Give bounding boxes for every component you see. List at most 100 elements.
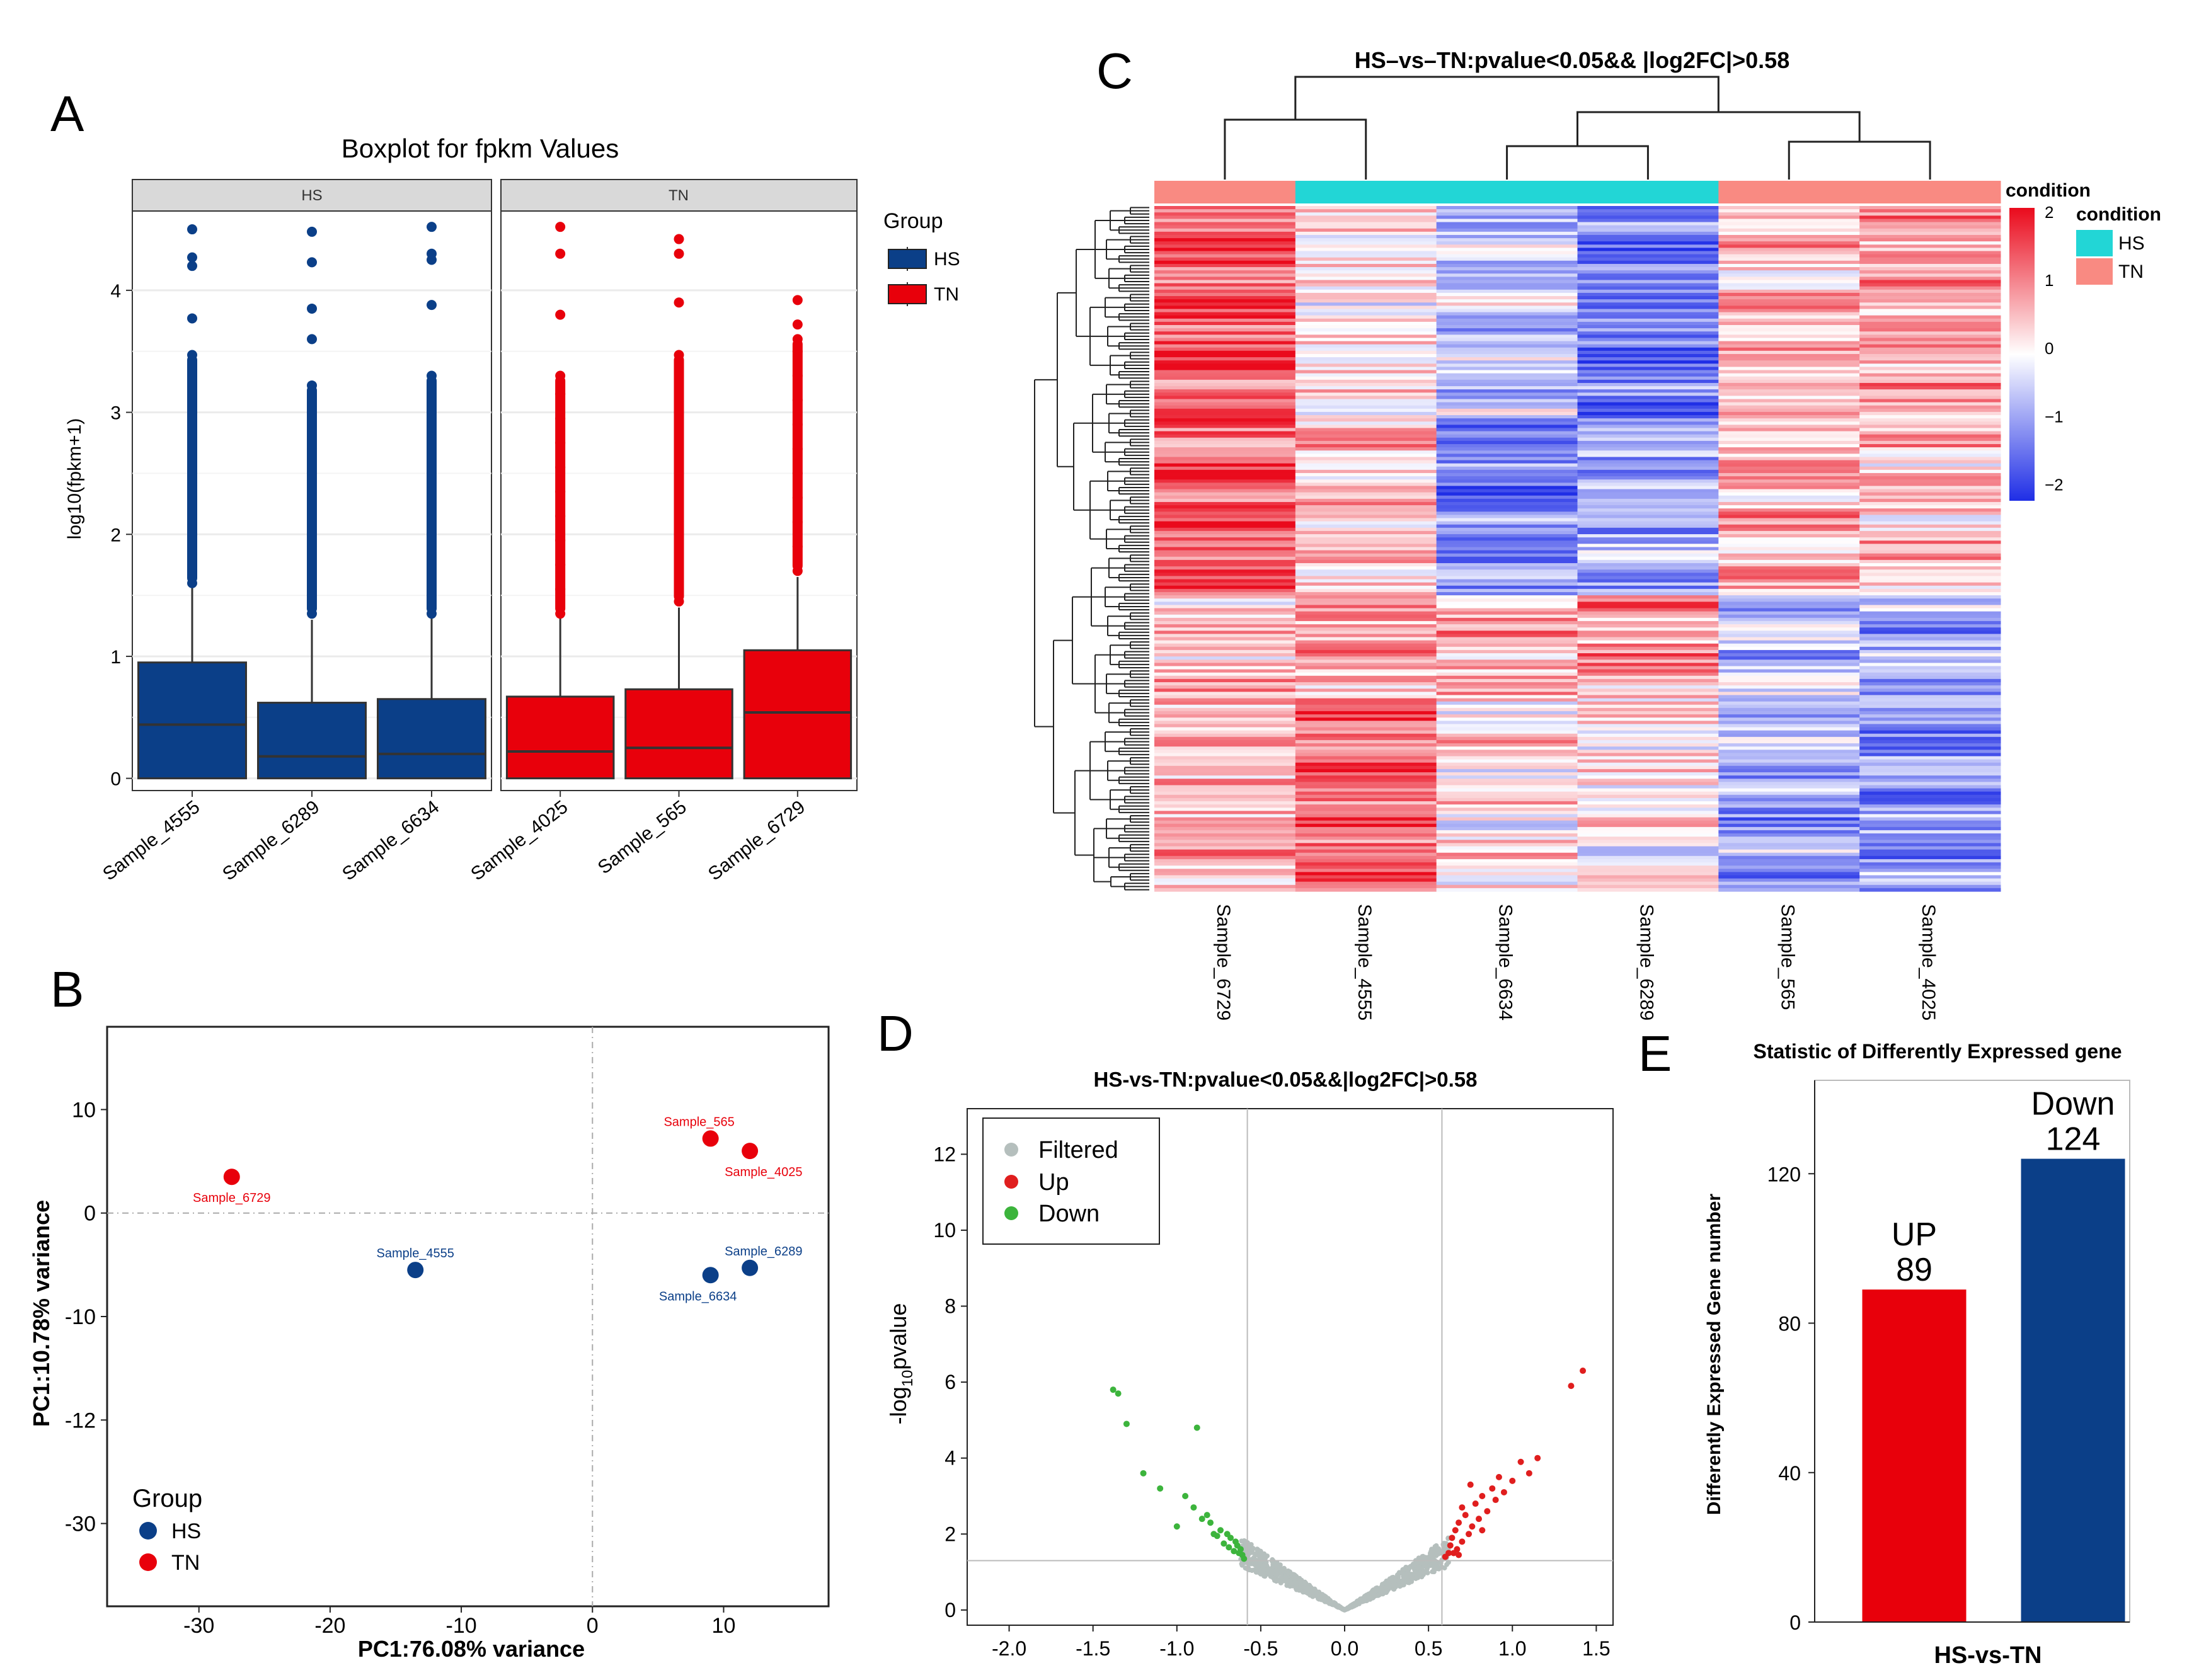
heatmap-cell — [1718, 826, 1860, 831]
heatmap-cell — [1154, 379, 1296, 384]
volcano-down-point — [1224, 1531, 1231, 1538]
heatmap-cell — [1718, 643, 1860, 648]
heatmap-cell — [1295, 309, 1437, 313]
heatmap-cell — [1577, 373, 1719, 377]
heatmap-cell — [1577, 608, 1719, 612]
heatmap-cell — [1436, 808, 1578, 811]
heatmap-cell — [1718, 595, 1860, 599]
heatmap-cell — [1859, 306, 2001, 310]
heatmap-cell — [1295, 344, 1437, 348]
heatmap-cell — [1577, 801, 1719, 805]
heatmap-cell — [1859, 756, 2001, 760]
heatmap-cell — [1154, 675, 1296, 680]
heatmap-cell — [1859, 508, 2001, 512]
heatmap-cell — [1295, 678, 1437, 683]
heatmap-cell — [1718, 530, 1860, 535]
heatmap-cell — [1859, 443, 2001, 448]
box-outlier — [674, 248, 684, 259]
heatmap-cell — [1295, 588, 1437, 593]
heatmap-cell — [1436, 248, 1578, 252]
heatmap-cell — [1154, 408, 1296, 413]
heatmap-cell — [1436, 338, 1578, 342]
heatmap-cell — [1577, 888, 1719, 892]
volcano-filtered-point — [1305, 1585, 1311, 1591]
heatmap-cell — [1295, 376, 1437, 380]
heatmap-cell — [1718, 495, 1860, 500]
heatmap-cell — [1154, 302, 1296, 306]
heatmap-cell — [1295, 508, 1437, 512]
box-outlier — [307, 226, 317, 237]
color-scale-tick-label: −1 — [2045, 407, 2064, 426]
pca-legend-title: Group — [132, 1485, 202, 1512]
heatmap-cell — [1154, 602, 1296, 605]
heatmap-cell — [1436, 215, 1578, 220]
heatmap-cell — [1859, 553, 2001, 557]
heatmap-cell — [1154, 598, 1296, 602]
heatmap-cell — [1718, 631, 1860, 634]
volcano-down-point — [1190, 1504, 1197, 1511]
heatmap-cell — [1577, 318, 1719, 323]
volcano-filtered-point — [1277, 1562, 1283, 1568]
heatmap-cell — [1859, 244, 2001, 249]
heatmap-cell — [1436, 373, 1578, 377]
heatmap-cell — [1577, 260, 1719, 265]
volcano-up-point — [1459, 1538, 1466, 1545]
heatmap-cell — [1154, 869, 1296, 872]
heatmap-cell — [1718, 405, 1860, 409]
heatmap-cell — [1436, 660, 1578, 663]
y-tick-label: 0 — [84, 1202, 96, 1226]
pca-point — [702, 1130, 719, 1147]
heatmap-cell — [1718, 811, 1860, 815]
heatmap-cell — [1436, 292, 1578, 297]
heatmap-cell — [1859, 450, 2001, 454]
heatmap-cell — [1154, 804, 1296, 808]
heatmap-cell — [1295, 759, 1437, 763]
heatmap-cell — [1436, 559, 1578, 564]
heatmap-cell — [1436, 360, 1578, 364]
heatmap-cell — [1436, 286, 1578, 290]
heatmap-cell — [1577, 814, 1719, 818]
heatmap-cell — [1577, 563, 1719, 567]
heatmap-cell — [1718, 363, 1860, 367]
heatmap-cell — [1577, 302, 1719, 306]
heatmap-cell — [1436, 331, 1578, 335]
heatmap-cell — [1718, 254, 1860, 258]
heatmap-cell — [1577, 469, 1719, 474]
y-tick-label: -12 — [65, 1409, 96, 1432]
heatmap-cell — [1154, 653, 1296, 657]
heatmap-cell — [1859, 472, 2001, 477]
heatmap-cell — [1154, 350, 1296, 355]
volcano-up-point — [1509, 1477, 1516, 1484]
heatmap-cell — [1154, 440, 1296, 445]
heatmap-cell — [1718, 283, 1860, 287]
heatmap-cell — [1295, 685, 1437, 689]
heatmap-cell — [1859, 660, 2001, 663]
y-tick-label: 3 — [110, 403, 121, 424]
heatmap-cell — [1718, 296, 1860, 300]
heatmap-cell — [1577, 524, 1719, 529]
volcano-up-point — [1568, 1383, 1575, 1390]
heatmap-cell — [1295, 212, 1437, 216]
heatmap-cell — [1577, 421, 1719, 425]
heatmap-cell — [1718, 206, 1860, 210]
pca-point — [407, 1262, 424, 1279]
heatmap-cell — [1154, 254, 1296, 258]
heatmap-cell — [1436, 350, 1578, 355]
heatmap-cell — [1859, 826, 2001, 831]
heatmap-cell — [1295, 591, 1437, 596]
heatmap-cell — [1718, 476, 1860, 480]
heatmap-cell — [1295, 840, 1437, 843]
heatmap-cell — [1154, 769, 1296, 773]
x-tick-label: -0.5 — [1243, 1637, 1278, 1660]
heatmap-cell — [1436, 334, 1578, 339]
bar-title: Statistic of Differently Expressed gene — [1753, 1040, 2122, 1063]
x-tick-label: 1.0 — [1498, 1637, 1526, 1660]
heatmap-cell — [1577, 678, 1719, 683]
heatmap-cell — [1718, 411, 1860, 416]
heatmap-cell — [1577, 743, 1719, 747]
volcano-filtered-point — [1272, 1562, 1278, 1567]
heatmap-cell — [1718, 392, 1860, 396]
heatmap-cell — [1577, 804, 1719, 808]
heatmap-cell — [1436, 640, 1578, 644]
heatmap-cell — [1718, 324, 1860, 329]
